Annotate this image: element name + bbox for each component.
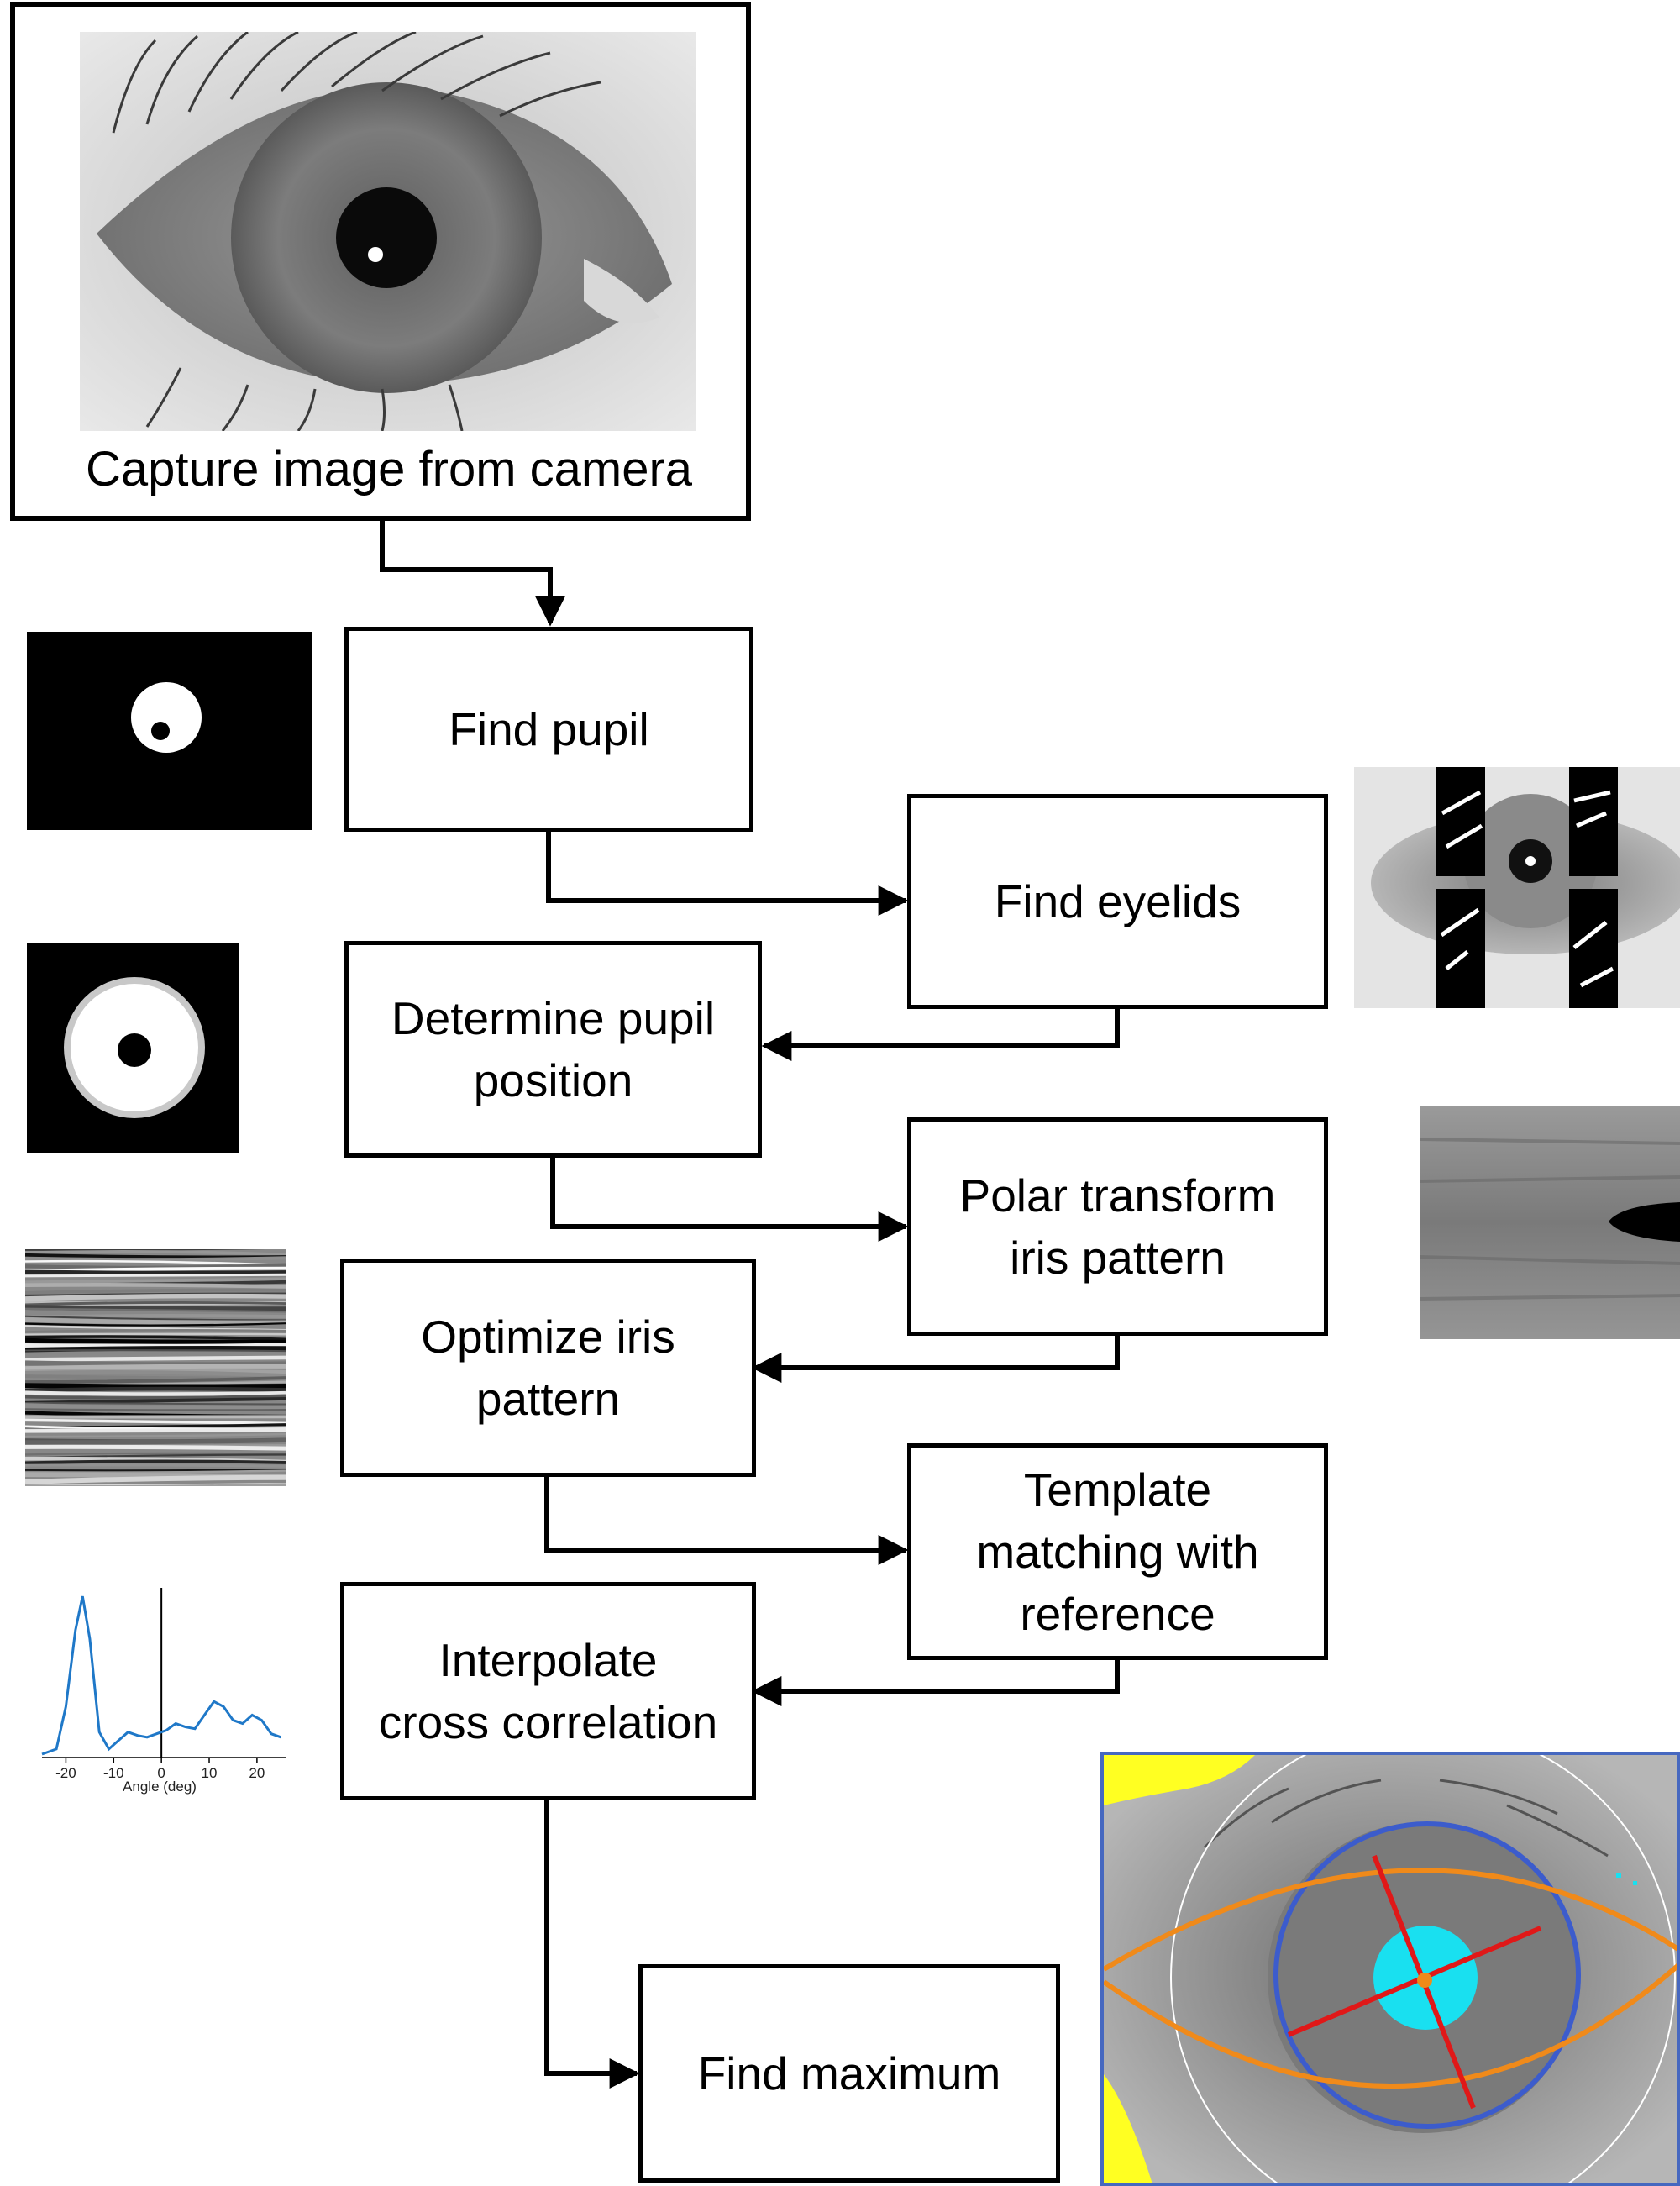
arrow-optimize-to-template xyxy=(544,1474,909,1565)
step-line: matching with xyxy=(976,1525,1259,1578)
arrow-pupil-to-eyelids xyxy=(546,830,909,916)
step-template-matching: Template matching with reference xyxy=(907,1443,1328,1660)
arrow-position-to-polar xyxy=(550,1155,909,1242)
mask-region-top xyxy=(1104,1755,1255,1805)
cross-correlation-series xyxy=(41,1595,281,1756)
step-line: Interpolate xyxy=(438,1633,658,1686)
x-tick-label: -10 xyxy=(103,1765,124,1781)
iris-boundary-circle xyxy=(1273,1821,1581,2129)
cross-correlation-chart: -20 -10 0 10 20 Angle (deg) xyxy=(41,1588,286,1795)
upper-eyelid-curve xyxy=(1104,1868,1677,1972)
arrow-polar-to-optimize xyxy=(751,1333,1120,1383)
camera-eye-image xyxy=(80,32,696,431)
step-determine-pupil-position: Determine pupil position xyxy=(344,941,762,1158)
pupil-mask-thumbnail xyxy=(27,632,312,830)
polar-transform-thumbnail xyxy=(1420,1106,1680,1339)
pupil-position-thumbnail xyxy=(27,943,239,1153)
step-line: Find maximum xyxy=(697,2047,1001,2099)
step-polar-transform: Polar transform iris pattern xyxy=(907,1117,1328,1336)
step-line: Optimize iris xyxy=(421,1310,675,1363)
step-interpolate-cross-correlation: Interpolate cross correlation xyxy=(340,1582,756,1800)
x-axis-label: Angle (deg) xyxy=(123,1779,197,1795)
mask-region-bottom xyxy=(1104,2074,1152,2183)
capture-caption: Capture image from camera xyxy=(86,442,693,497)
step-find-eyelids: Find eyelids xyxy=(907,794,1328,1009)
x-tick-label: 0 xyxy=(157,1765,165,1781)
arrow-template-to-interpolate xyxy=(751,1658,1120,1706)
step-line: Polar transform xyxy=(959,1169,1276,1222)
step-optimize-iris-pattern: Optimize iris pattern xyxy=(340,1259,756,1477)
lower-eyelid-curve xyxy=(1104,1963,1677,2089)
x-tick-label: -20 xyxy=(55,1765,76,1781)
step-line: Find eyelids xyxy=(994,875,1242,927)
step-line: Determine pupil xyxy=(391,991,716,1044)
step-line: reference xyxy=(1020,1588,1215,1641)
step-line: position xyxy=(473,1054,633,1106)
arrow-interpolate-to-maximum xyxy=(544,1798,640,2089)
step-line: iris pattern xyxy=(1010,1232,1226,1284)
axis-line-2 xyxy=(1287,1926,1542,2037)
x-tick-label: 20 xyxy=(249,1765,265,1781)
eyelid-detection-thumbnail xyxy=(1354,767,1680,1008)
step-line: Find pupil xyxy=(449,702,649,755)
step-line: cross correlation xyxy=(378,1696,718,1748)
step-line: Template xyxy=(1023,1463,1212,1516)
optimized-iris-pattern-thumbnail xyxy=(25,1249,286,1486)
final-overlay-thumbnail xyxy=(1100,1752,1680,2186)
step-line: pattern xyxy=(475,1373,621,1425)
step-find-pupil: Find pupil xyxy=(344,627,753,832)
step-find-maximum: Find maximum xyxy=(638,1964,1060,2183)
arrow-eyelids-to-position xyxy=(761,1006,1120,1061)
x-tick-label: 10 xyxy=(202,1765,218,1781)
iris-boundary-white xyxy=(1170,1755,1676,2183)
arrow-capture-to-pupil xyxy=(380,521,565,627)
